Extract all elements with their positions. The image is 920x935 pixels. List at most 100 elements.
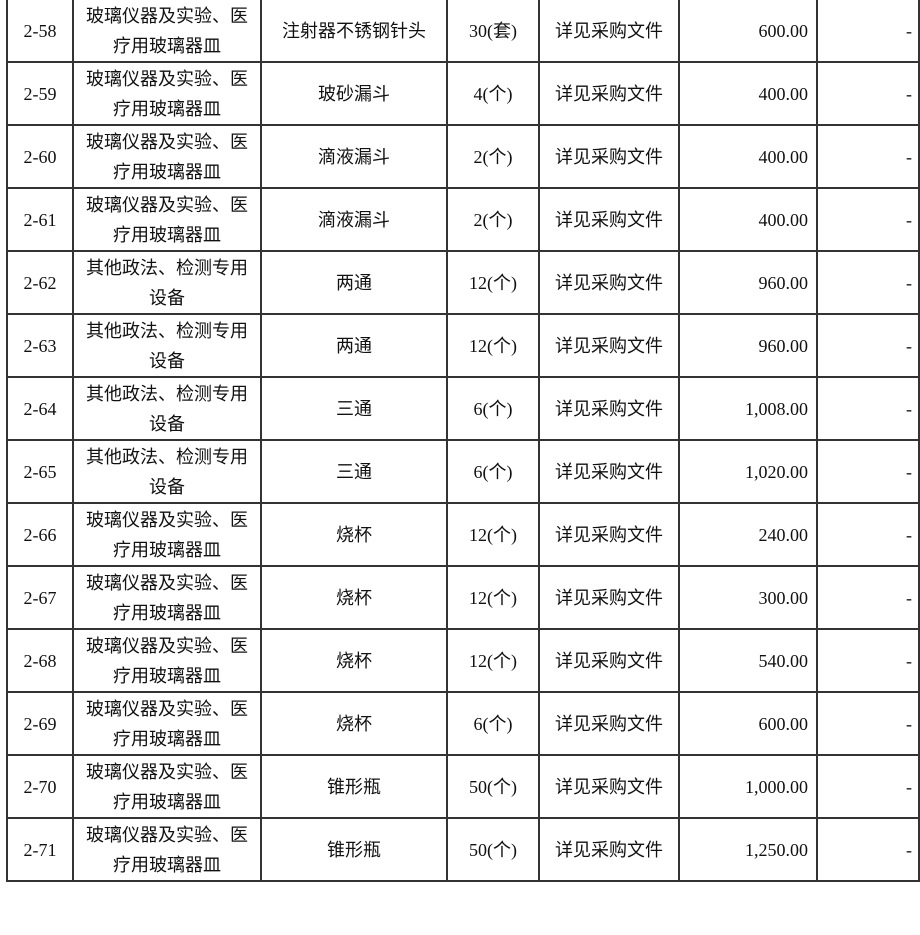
specification-cell: 详见采购文件 — [538, 439, 680, 504]
category-cell: 其他政法、检测专用设备 — [72, 439, 262, 504]
category-cell: 玻璃仪器及实验、医疗用玻璃器皿 — [72, 754, 262, 819]
category-cell: 玻璃仪器及实验、医疗用玻璃器皿 — [72, 565, 262, 630]
item-number-cell: 2-66 — [6, 502, 74, 567]
procurement-table: 2-58 玻璃仪器及实验、医疗用玻璃器皿 注射器不锈钢针头 30(套) 详见采购文件 60… — [6, 0, 920, 882]
item-number-cell: 2-65 — [6, 439, 74, 504]
table-row: 2-60 玻璃仪器及实验、医疗用玻璃器皿 滴液漏斗 2(个) 详见采购文件 400.00- — [6, 124, 920, 189]
specification-cell: 详见采购文件 — [538, 628, 680, 693]
quantity-cell: 12(个) — [446, 628, 540, 693]
table-row: 2-69 玻璃仪器及实验、医疗用玻璃器皿 烧杯 6(个) 详见采购文件 600.00- — [6, 691, 920, 756]
table-row: 2-64 其他政法、检测专用设备 三通 6(个) 详见采购文件 1,008.00- — [6, 376, 920, 441]
remark-cell: - — [816, 502, 920, 567]
amount-cell: 300.00 — [678, 565, 818, 630]
item-name-cell: 注射器不锈钢针头 — [260, 0, 448, 63]
quantity-cell: 12(个) — [446, 502, 540, 567]
remark-cell: - — [816, 628, 920, 693]
remark-cell: - — [816, 61, 920, 126]
specification-cell: 详见采购文件 — [538, 691, 680, 756]
category-cell: 玻璃仪器及实验、医疗用玻璃器皿 — [72, 817, 262, 882]
specification-cell: 详见采购文件 — [538, 565, 680, 630]
category-cell: 玻璃仪器及实验、医疗用玻璃器皿 — [72, 187, 262, 252]
item-number-cell: 2-58 — [6, 0, 74, 63]
category-cell: 玻璃仪器及实验、医疗用玻璃器皿 — [72, 502, 262, 567]
quantity-cell: 50(个) — [446, 817, 540, 882]
amount-cell: 400.00 — [678, 124, 818, 189]
table-row: 2-66 玻璃仪器及实验、医疗用玻璃器皿 烧杯 12(个) 详见采购文件 240.00- — [6, 502, 920, 567]
amount-cell: 400.00 — [678, 187, 818, 252]
quantity-cell: 2(个) — [446, 187, 540, 252]
specification-cell: 详见采购文件 — [538, 124, 680, 189]
item-name-cell: 三通 — [260, 376, 448, 441]
item-name-cell: 滴液漏斗 — [260, 187, 448, 252]
category-cell: 玻璃仪器及实验、医疗用玻璃器皿 — [72, 628, 262, 693]
category-cell: 其他政法、检测专用设备 — [72, 250, 262, 315]
item-number-cell: 2-61 — [6, 187, 74, 252]
specification-cell: 详见采购文件 — [538, 502, 680, 567]
remark-cell: - — [816, 439, 920, 504]
quantity-cell: 30(套) — [446, 0, 540, 63]
table-row: 2-70 玻璃仪器及实验、医疗用玻璃器皿 锥形瓶 50(个) 详见采购文件 1,000.0… — [6, 754, 920, 819]
remark-cell: - — [816, 565, 920, 630]
amount-cell: 600.00 — [678, 0, 818, 63]
specification-cell: 详见采购文件 — [538, 61, 680, 126]
item-name-cell: 烧杯 — [260, 565, 448, 630]
item-name-cell: 烧杯 — [260, 628, 448, 693]
specification-cell: 详见采购文件 — [538, 817, 680, 882]
item-name-cell: 烧杯 — [260, 691, 448, 756]
specification-cell: 详见采购文件 — [538, 187, 680, 252]
quantity-cell: 6(个) — [446, 691, 540, 756]
remark-cell: - — [816, 124, 920, 189]
quantity-cell: 6(个) — [446, 439, 540, 504]
table-row: 2-63 其他政法、检测专用设备 两通 12(个) 详见采购文件 960.00- — [6, 313, 920, 378]
specification-cell: 详见采购文件 — [538, 376, 680, 441]
table-row: 2-59 玻璃仪器及实验、医疗用玻璃器皿 玻砂漏斗 4(个) 详见采购文件 400.00- — [6, 61, 920, 126]
quantity-cell: 50(个) — [446, 754, 540, 819]
table-row: 2-67 玻璃仪器及实验、医疗用玻璃器皿 烧杯 12(个) 详见采购文件 300.00- — [6, 565, 920, 630]
amount-cell: 960.00 — [678, 313, 818, 378]
quantity-cell: 4(个) — [446, 61, 540, 126]
item-name-cell: 锥形瓶 — [260, 754, 448, 819]
amount-cell: 1,250.00 — [678, 817, 818, 882]
item-number-cell: 2-68 — [6, 628, 74, 693]
amount-cell: 240.00 — [678, 502, 818, 567]
remark-cell: - — [816, 0, 920, 63]
quantity-cell: 12(个) — [446, 565, 540, 630]
remark-cell: - — [816, 313, 920, 378]
category-cell: 玻璃仪器及实验、医疗用玻璃器皿 — [72, 691, 262, 756]
amount-cell: 600.00 — [678, 691, 818, 756]
amount-cell: 1,008.00 — [678, 376, 818, 441]
item-name-cell: 锥形瓶 — [260, 817, 448, 882]
table-row: 2-62 其他政法、检测专用设备 两通 12(个) 详见采购文件 960.00- — [6, 250, 920, 315]
remark-cell: - — [816, 250, 920, 315]
item-number-cell: 2-59 — [6, 61, 74, 126]
item-number-cell: 2-70 — [6, 754, 74, 819]
item-number-cell: 2-62 — [6, 250, 74, 315]
item-number-cell: 2-63 — [6, 313, 74, 378]
table-row: 2-71 玻璃仪器及实验、医疗用玻璃器皿 锥形瓶 50(个) 详见采购文件 1,250.0… — [6, 817, 920, 882]
table-row: 2-65 其他政法、检测专用设备 三通 6(个) 详见采购文件 1,020.00- — [6, 439, 920, 504]
table-row: 2-58 玻璃仪器及实验、医疗用玻璃器皿 注射器不锈钢针头 30(套) 详见采购文件 60… — [6, 0, 920, 63]
item-number-cell: 2-60 — [6, 124, 74, 189]
item-name-cell: 三通 — [260, 439, 448, 504]
item-name-cell: 两通 — [260, 250, 448, 315]
quantity-cell: 12(个) — [446, 250, 540, 315]
category-cell: 玻璃仪器及实验、医疗用玻璃器皿 — [72, 61, 262, 126]
specification-cell: 详见采购文件 — [538, 754, 680, 819]
item-name-cell: 烧杯 — [260, 502, 448, 567]
category-cell: 其他政法、检测专用设备 — [72, 313, 262, 378]
item-number-cell: 2-67 — [6, 565, 74, 630]
specification-cell: 详见采购文件 — [538, 0, 680, 63]
remark-cell: - — [816, 691, 920, 756]
amount-cell: 1,020.00 — [678, 439, 818, 504]
quantity-cell: 12(个) — [446, 313, 540, 378]
specification-cell: 详见采购文件 — [538, 250, 680, 315]
amount-cell: 1,000.00 — [678, 754, 818, 819]
table-body: 2-58 玻璃仪器及实验、医疗用玻璃器皿 注射器不锈钢针头 30(套) 详见采购文件 60… — [6, 0, 920, 882]
item-name-cell: 玻砂漏斗 — [260, 61, 448, 126]
specification-cell: 详见采购文件 — [538, 313, 680, 378]
category-cell: 玻璃仪器及实验、医疗用玻璃器皿 — [72, 124, 262, 189]
remark-cell: - — [816, 817, 920, 882]
item-name-cell: 两通 — [260, 313, 448, 378]
remark-cell: - — [816, 376, 920, 441]
remark-cell: - — [816, 187, 920, 252]
